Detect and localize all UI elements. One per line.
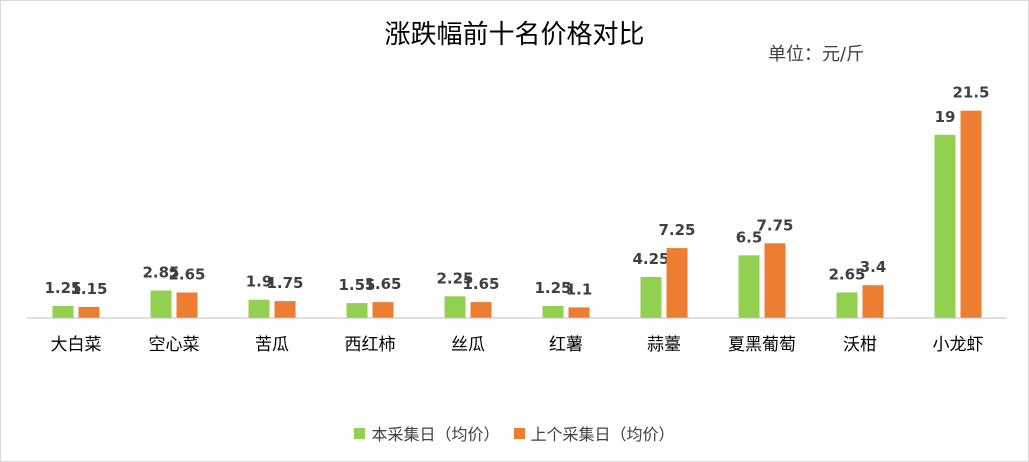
x-tick-label-8: 沃柑 <box>843 335 877 355</box>
data-label-current-7: 6.5 <box>736 228 763 246</box>
bar-current-4 <box>444 296 466 318</box>
bar-current-5 <box>542 305 564 318</box>
x-tick-label-0: 大白菜 <box>51 335 102 355</box>
bar-current-0 <box>52 305 74 318</box>
data-label-current-9: 19 <box>935 108 956 126</box>
unit-label: 单位：元/斤 <box>768 44 865 65</box>
bar-previous-5 <box>568 307 590 318</box>
legend-swatch-current <box>354 427 366 439</box>
legend-label-current: 本采集日（均价） <box>371 425 500 444</box>
data-label-previous-9: 21.5 <box>952 84 989 102</box>
data-label-previous-6: 7.25 <box>658 221 695 239</box>
data-label-previous-0: 1.15 <box>70 280 107 298</box>
bar-current-8 <box>836 292 858 318</box>
x-tick-label-5: 红薯 <box>549 335 583 355</box>
data-label-current-0: 1.25 <box>44 279 81 297</box>
data-label-current-8: 2.65 <box>828 266 865 284</box>
chart-title: 涨跌幅前十名价格对比 <box>384 20 645 50</box>
bar-previous-8 <box>862 285 884 318</box>
data-label-previous-4: 1.65 <box>462 275 499 293</box>
bar-previous-7 <box>764 243 786 318</box>
data-label-current-5: 1.25 <box>534 279 571 297</box>
bar-current-7 <box>738 255 760 318</box>
bar-previous-4 <box>470 302 492 318</box>
x-tick-label-2: 苦瓜 <box>255 335 289 355</box>
data-label-current-1: 2.85 <box>142 264 179 282</box>
bar-previous-3 <box>372 302 394 318</box>
data-label-previous-5: 1.1 <box>566 280 593 298</box>
x-tick-label-7: 夏黑葡萄 <box>728 335 796 355</box>
data-label-previous-1: 2.65 <box>168 266 205 284</box>
data-label-previous-3: 1.65 <box>364 275 401 293</box>
x-tick-label-4: 丝瓜 <box>451 335 485 355</box>
data-label-current-6: 4.25 <box>632 250 669 268</box>
legend-item-current: 本采集日（均价） <box>354 421 500 445</box>
bar-previous-1 <box>176 292 198 318</box>
legend: 本采集日（均价） 上个采集日（均价） <box>0 421 1029 445</box>
legend-label-previous: 上个采集日（均价） <box>530 425 675 444</box>
bar-previous-6 <box>666 248 688 318</box>
x-tick-label-3: 西红柿 <box>345 335 396 355</box>
bar-current-2 <box>248 299 270 318</box>
bar-previous-0 <box>78 306 100 318</box>
legend-item-previous: 上个采集日（均价） <box>513 421 675 445</box>
legend-swatch-previous <box>513 427 525 439</box>
x-tick-label-9: 小龙虾 <box>933 335 984 355</box>
data-label-current-2: 1.9 <box>246 273 273 291</box>
bar-previous-9 <box>960 110 982 318</box>
data-label-current-3: 1.55 <box>338 276 375 294</box>
data-label-previous-2: 1.75 <box>266 274 303 292</box>
data-label-previous-8: 3.4 <box>860 258 887 276</box>
x-tick-label-1: 空心菜 <box>149 335 200 355</box>
bar-current-6 <box>640 277 662 318</box>
bar-current-9 <box>934 134 956 318</box>
bar-previous-2 <box>274 301 296 318</box>
x-tick-label-6: 蒜薹 <box>647 335 681 355</box>
data-label-current-4: 2.25 <box>436 269 473 287</box>
bar-current-1 <box>150 290 172 318</box>
bar-current-3 <box>346 303 368 318</box>
data-label-previous-7: 7.75 <box>756 216 793 234</box>
